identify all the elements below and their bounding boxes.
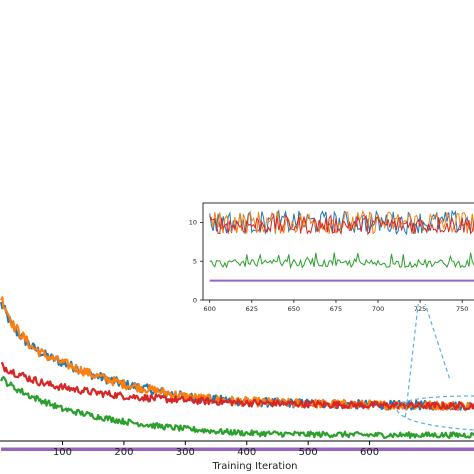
inset-series-line-4 bbox=[209, 252, 474, 270]
inset-x-tick-label: 625 bbox=[246, 305, 258, 313]
main-series-line-2 bbox=[0, 296, 474, 411]
main-x-tick-label: 100 bbox=[53, 447, 72, 458]
zoom-connector-lower bbox=[404, 287, 421, 421]
main-series-line-1 bbox=[0, 301, 474, 412]
main-x-axis-title: Training Iteration bbox=[211, 461, 297, 472]
main-plot: 100 200 300 400 500 600 Training Iteration bbox=[0, 296, 474, 472]
main-x-tick-label: 500 bbox=[299, 447, 318, 458]
inset-plot: 600 625 650 675 700 725 750 0 5 10 bbox=[189, 200, 474, 313]
inset-series-group bbox=[209, 209, 474, 282]
inset-series-line-1 bbox=[209, 209, 474, 236]
inset-frame bbox=[202, 202, 474, 301]
inset-x-tick-label: 700 bbox=[372, 305, 384, 313]
main-x-tick-label: 400 bbox=[237, 447, 256, 458]
main-x-tick-label: 200 bbox=[114, 447, 133, 458]
inset-x-tick-label: 750 bbox=[456, 305, 468, 313]
zoom-region-arc bbox=[395, 395, 474, 431]
main-x-tick-label: 300 bbox=[176, 447, 195, 458]
inset-series-line-2 bbox=[209, 209, 474, 235]
inset-x-tick-label: 650 bbox=[288, 305, 300, 313]
inset-x-tick-label: 675 bbox=[330, 305, 342, 313]
inset-ticks: 600 625 650 675 700 725 750 0 5 10 bbox=[189, 219, 469, 313]
inset-x-tick-label: 600 bbox=[204, 305, 216, 313]
main-x-ticks: 100 200 300 400 500 600 bbox=[53, 441, 379, 458]
inset-y-tick-label: 10 bbox=[189, 219, 197, 227]
main-series-group bbox=[0, 296, 474, 452]
inset-series-line-3 bbox=[209, 214, 474, 236]
main-series-line-4 bbox=[0, 376, 474, 439]
inset-y-tick-label: 0 bbox=[193, 296, 197, 304]
main-x-tick-label: 600 bbox=[360, 447, 379, 458]
main-series-line-3 bbox=[0, 362, 474, 411]
inset-y-tick-label: 5 bbox=[193, 258, 197, 266]
inset-x-tick-label: 725 bbox=[414, 305, 426, 313]
